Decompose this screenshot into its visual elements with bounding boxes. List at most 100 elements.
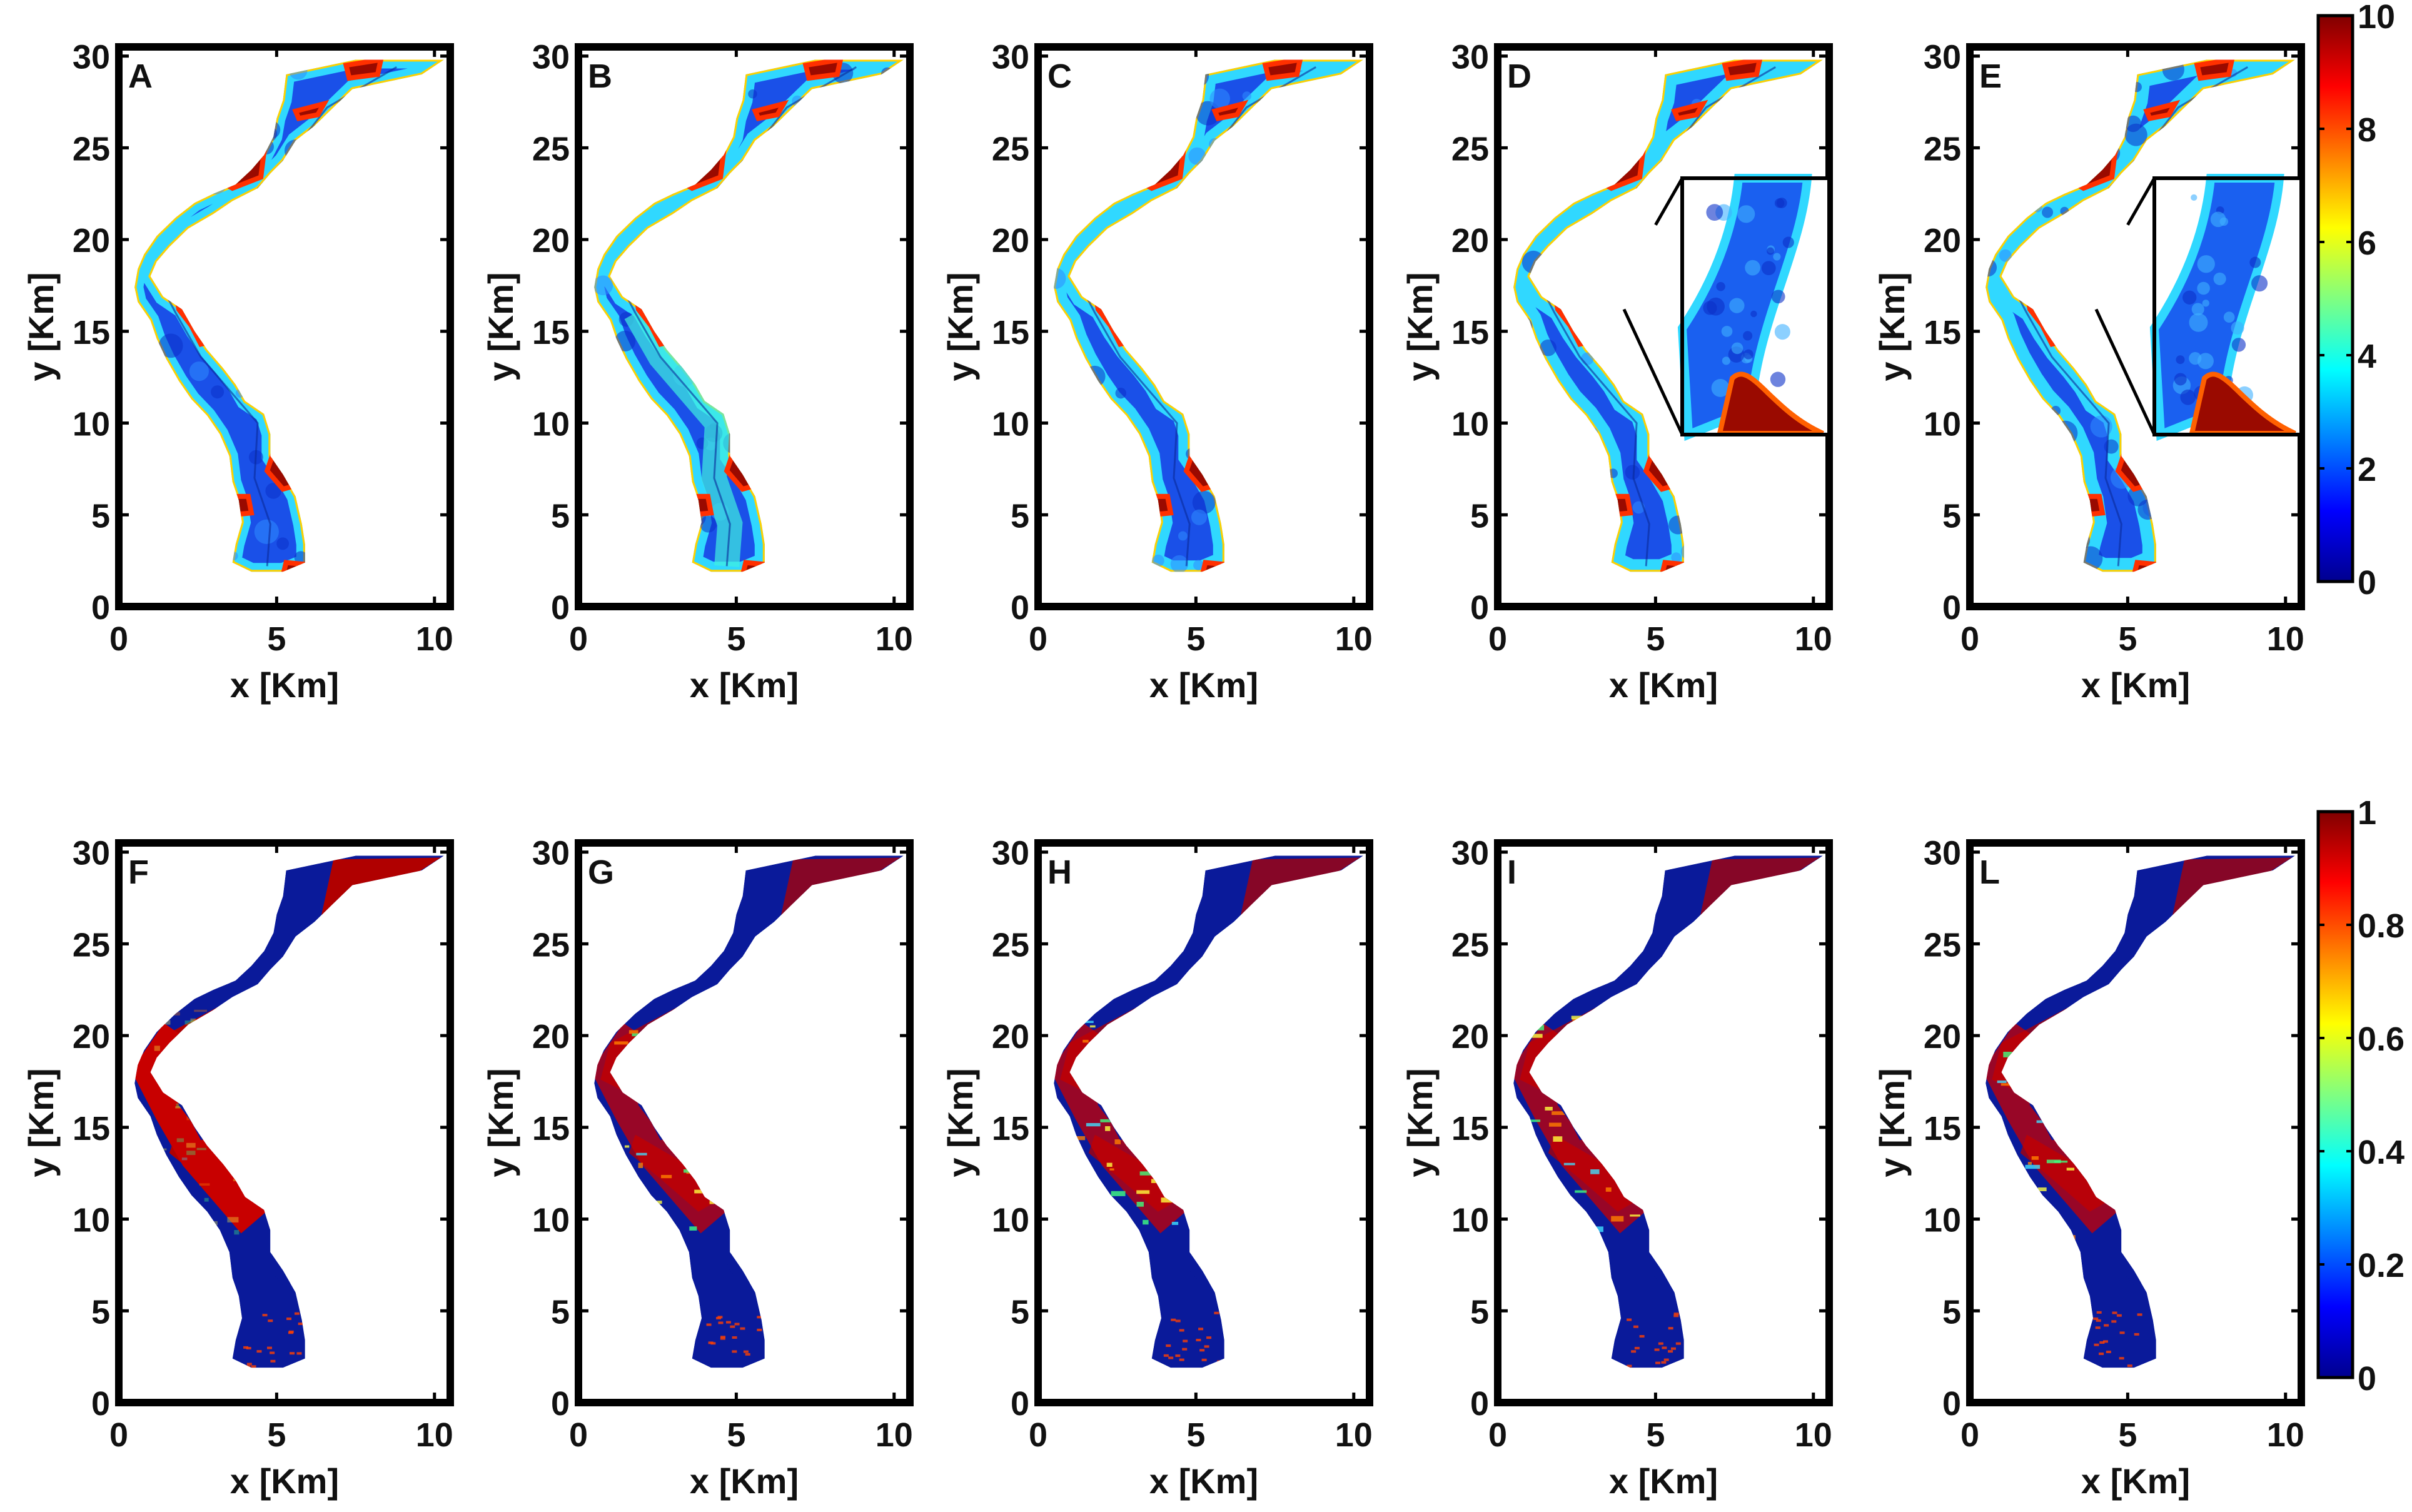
y-tick-label: 15 — [73, 1110, 110, 1147]
y-tick-label: 10 — [73, 1202, 110, 1239]
y-tick-label: 5 — [1942, 497, 1961, 535]
y-tick-label: 30 — [532, 835, 570, 872]
colorbar-tick-label: 0 — [2358, 564, 2376, 602]
x-tick-label: 10 — [875, 620, 913, 658]
colorbar-tick-label: 0.6 — [2358, 1021, 2404, 1058]
y-axis-label: y [Km] — [481, 272, 520, 381]
x-tick-label: 0 — [569, 1416, 588, 1454]
x-tick-label: 0 — [109, 620, 128, 658]
x-tick-label: 10 — [416, 1416, 453, 1454]
x-tick-label: 0 — [1029, 620, 1047, 658]
y-tick-label: 25 — [1924, 926, 1961, 964]
x-axis-label: x [Km] — [2081, 1461, 2190, 1501]
y-tick-label: 25 — [1451, 130, 1489, 168]
axes-frame — [1034, 839, 1373, 1406]
x-tick-label: 10 — [1335, 620, 1373, 658]
y-axis-label: y [Km] — [941, 1068, 980, 1177]
panel-letter: G — [588, 854, 614, 891]
y-tick-label: 20 — [1924, 222, 1961, 260]
colorbar-tick-label: 1 — [2358, 794, 2376, 832]
y-tick-label: 5 — [91, 497, 110, 535]
y-axis-label: y [Km] — [1872, 1068, 1912, 1177]
panel-letter: C — [1047, 58, 1072, 95]
x-tick-label: 0 — [1029, 1416, 1047, 1454]
x-axis-label: x [Km] — [1609, 1461, 1718, 1501]
x-tick-label: 5 — [267, 1416, 286, 1454]
y-tick-label: 10 — [992, 406, 1029, 443]
y-tick-label: 0 — [1942, 589, 1961, 627]
x-tick-label: 10 — [1795, 1416, 1832, 1454]
x-axis-label: x [Km] — [2081, 665, 2190, 705]
panel-letter: D — [1507, 58, 1531, 95]
zoom-inset — [1677, 174, 1831, 441]
y-tick-label: 0 — [551, 1385, 570, 1423]
panel-letter: I — [1507, 854, 1516, 891]
y-tick-label: 10 — [1451, 1202, 1489, 1239]
x-tick-label: 5 — [2118, 620, 2137, 658]
x-axis-label: x [Km] — [1149, 665, 1258, 705]
colorbar-tick-label: 10 — [2358, 0, 2395, 36]
y-axis-label: y [Km] — [941, 272, 980, 381]
y-tick-label: 0 — [551, 589, 570, 627]
y-tick-label: 30 — [532, 39, 570, 76]
axes-frame — [1034, 43, 1373, 610]
colorbar-tick-label: 6 — [2358, 224, 2376, 262]
panel-letter: L — [1979, 854, 2000, 891]
y-axis-label: y [Km] — [21, 272, 61, 381]
y-tick-label: 0 — [1011, 1385, 1029, 1423]
x-axis-label: x [Km] — [230, 665, 339, 705]
y-axis-label: y [Km] — [21, 1068, 61, 1177]
estuary-map — [134, 59, 444, 572]
y-tick-label: 10 — [73, 406, 110, 443]
y-tick-label: 5 — [1011, 497, 1029, 535]
y-tick-label: 15 — [1451, 314, 1489, 351]
y-tick-label: 5 — [551, 497, 570, 535]
y-tick-label: 15 — [992, 1110, 1029, 1147]
y-tick-label: 25 — [73, 926, 110, 964]
y-tick-label: 20 — [992, 1018, 1029, 1056]
y-tick-label: 10 — [532, 406, 570, 443]
y-tick-label: 25 — [532, 926, 570, 964]
axes-frame — [575, 43, 914, 610]
axes-frame — [1966, 839, 2305, 1406]
y-tick-label: 0 — [1011, 589, 1029, 627]
colorbar-tick-label: 0.2 — [2358, 1247, 2404, 1284]
x-tick-label: 10 — [2267, 1416, 2304, 1454]
colorbar-tick-label: 0.8 — [2358, 907, 2404, 945]
x-tick-label: 5 — [267, 620, 286, 658]
colorbar: 0 0.2 0.4 0.6 0.8 1 — [2316, 794, 2404, 1398]
estuary-map — [594, 59, 904, 572]
y-tick-label: 15 — [1924, 1110, 1961, 1147]
panel-D: 0 5 10 15 20 25 30 0 5 10 x [Km] y [Km] D — [1400, 39, 1833, 705]
y-tick-label: 25 — [532, 130, 570, 168]
y-tick-label: 30 — [1924, 835, 1961, 872]
y-tick-label: 30 — [992, 835, 1029, 872]
y-tick-label: 20 — [1451, 1018, 1489, 1056]
y-tick-label: 30 — [1924, 39, 1961, 76]
axes-frame — [115, 839, 454, 1406]
y-axis-label: y [Km] — [1400, 272, 1440, 381]
panel-letter: H — [1047, 854, 1072, 891]
y-tick-label: 15 — [1451, 1110, 1489, 1147]
y-tick-label: 20 — [1924, 1018, 1961, 1056]
y-tick-label: 5 — [1470, 497, 1489, 535]
y-tick-label: 15 — [73, 314, 110, 351]
estuary-map — [1986, 855, 2295, 1368]
x-tick-label: 0 — [109, 1416, 128, 1454]
y-tick-label: 30 — [1451, 835, 1489, 872]
y-tick-label: 15 — [992, 314, 1029, 351]
axes-frame — [1494, 839, 1833, 1406]
y-tick-label: 25 — [1451, 926, 1489, 964]
panel-B: 0 5 10 15 20 25 30 0 5 10 x [Km] y [Km] B — [481, 39, 914, 705]
panel-G: 0 5 10 15 20 25 30 0 5 10 x [Km] y [Km] G — [481, 835, 914, 1501]
y-tick-label: 15 — [532, 314, 570, 351]
x-tick-label: 10 — [1795, 620, 1832, 658]
y-tick-label: 20 — [73, 1018, 110, 1056]
y-tick-label: 5 — [551, 1293, 570, 1331]
panel-letter: A — [128, 58, 153, 95]
y-tick-label: 0 — [1470, 1385, 1489, 1423]
y-tick-label: 10 — [1924, 406, 1961, 443]
x-axis-label: x [Km] — [1149, 1461, 1258, 1501]
axes-frame — [575, 839, 914, 1406]
y-tick-label: 15 — [1924, 314, 1961, 351]
